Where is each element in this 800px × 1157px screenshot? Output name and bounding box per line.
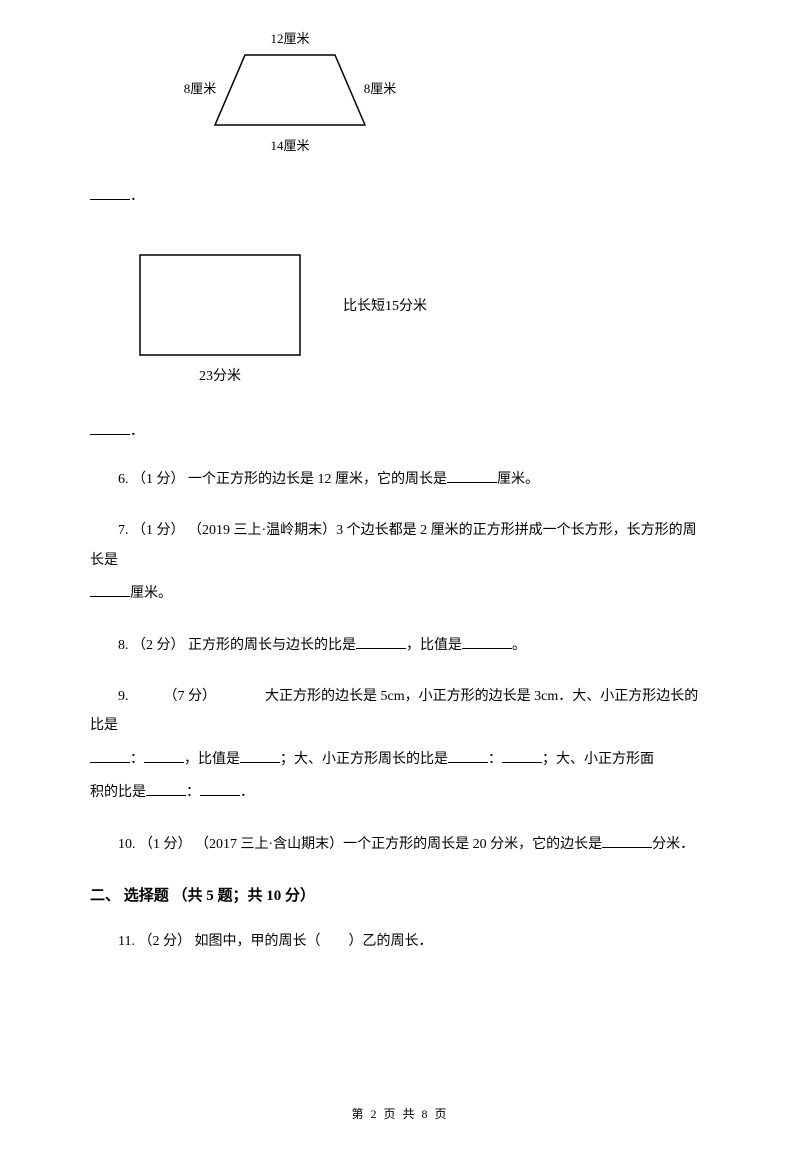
q11-text: 11. （2 分） 如图中，甲的周长（ ）乙的周长．: [118, 934, 432, 949]
trapezoid-shape: [215, 55, 365, 125]
blank: [90, 421, 130, 435]
blank: [448, 749, 488, 763]
rectangle-svg: 比长短15分米 23分米: [130, 245, 470, 395]
trapezoid-svg: 12厘米 8厘米 8厘米 14厘米: [160, 25, 420, 175]
trapezoid-figure: 12厘米 8厘米 8厘米 14厘米: [160, 25, 710, 175]
question-7-cont: 厘米。: [90, 579, 710, 608]
question-9-cont2: 积的比是：．: [90, 778, 710, 807]
question-7: 7. （1 分） （2019 三上·温岭期末）3 个边长都是 2 厘米的正方形拼…: [90, 516, 710, 575]
q8-mid: ，比值是: [406, 638, 462, 653]
question-9: 9. （7 分） 大正方形的边长是 5cm，小正方形的边长是 3cm．大、小正方…: [90, 682, 710, 741]
blank: [462, 635, 512, 649]
page-footer: 第 2 页 共 8 页: [0, 1105, 800, 1122]
blank: [144, 749, 184, 763]
q6-suffix: 厘米。: [497, 472, 539, 487]
blank: [240, 749, 280, 763]
trap-right-label: 8厘米: [364, 81, 397, 96]
q6-prefix: 6. （1 分） 一个正方形的边长是 12 厘米，它的周长是: [118, 472, 447, 487]
answer-blank-1: ．: [90, 185, 710, 205]
blank: [90, 583, 130, 597]
blank: [602, 834, 652, 848]
question-9-cont1: ：，比值是；大、小正方形周长的比是：；大、小正方形面: [90, 745, 710, 774]
question-6: 6. （1 分） 一个正方形的边长是 12 厘米，它的周长是 厘米。: [90, 465, 710, 494]
blank: [200, 782, 240, 796]
blank: [447, 469, 497, 483]
rect-right-label: 比长短15分米: [343, 298, 427, 314]
blank: [146, 782, 186, 796]
rectangle-figure: 比长短15分米 23分米: [130, 245, 710, 395]
section-2-header: 二、 选择题 （共 5 题；共 10 分）: [90, 884, 710, 905]
blank: [502, 749, 542, 763]
q9-l1: 9. （7 分） 大正方形的边长是 5cm，小正方形的边长是 3cm．大、小正方…: [90, 689, 698, 733]
question-10: 10. （1 分） （2017 三上·含山期末）一个正方形的周长是 20 分米，…: [90, 830, 710, 859]
q10-suffix: 分米．: [652, 837, 694, 852]
question-8: 8. （2 分） 正方形的周长与边长的比是 ，比值是 。: [90, 631, 710, 660]
rectangle-shape: [140, 255, 300, 355]
blank: [356, 635, 406, 649]
trap-top-label: 12厘米: [270, 31, 309, 46]
q7-prefix: 7. （1 分） （2019 三上·温岭期末）3 个边长都是 2 厘米的正方形拼…: [90, 523, 697, 567]
q8-suffix: 。: [512, 638, 526, 653]
q10-prefix: 10. （1 分） （2017 三上·含山期末）一个正方形的周长是 20 分米，…: [118, 837, 602, 852]
q8-prefix: 8. （2 分） 正方形的周长与边长的比是: [118, 638, 356, 653]
trap-left-label: 8厘米: [184, 81, 217, 96]
q7-suffix: 厘米。: [130, 586, 172, 601]
answer-blank-2: ．: [90, 420, 710, 440]
blank: [90, 186, 130, 200]
rect-bottom-label: 23分米: [199, 368, 241, 384]
question-11: 11. （2 分） 如图中，甲的周长（ ）乙的周长．: [90, 927, 710, 956]
blank: [90, 749, 130, 763]
trap-bottom-label: 14厘米: [270, 138, 309, 153]
